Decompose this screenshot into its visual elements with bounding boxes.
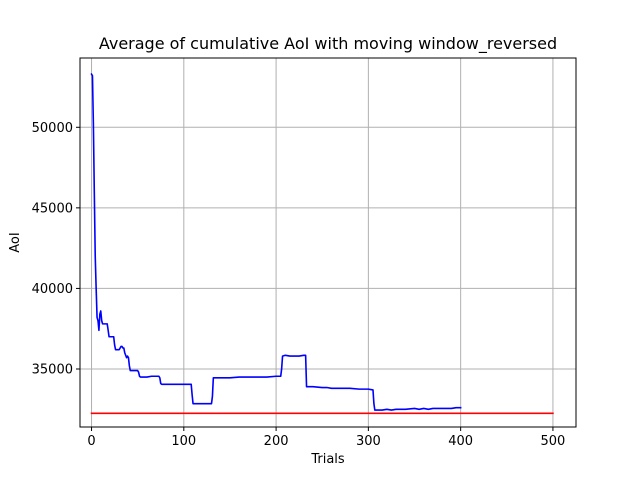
x-axis-title: Trials: [310, 452, 345, 467]
y-tick-label: 50000: [32, 121, 73, 136]
chart-title: Average of cumulative AoI with moving wi…: [99, 34, 557, 54]
x-tick-label: 400: [448, 434, 473, 449]
ticks: 0 100 200 300 400 500 35000 40000 45000 50000: [32, 121, 566, 449]
y-tick-label: 40000: [32, 282, 73, 297]
x-tick-label: 300: [356, 434, 381, 449]
x-tick-label: 200: [264, 434, 289, 449]
y-tick-label: 45000: [32, 201, 73, 216]
x-tick-label: 500: [541, 434, 566, 449]
y-axis-title: AoI: [8, 232, 23, 252]
x-tick-label: 0: [87, 434, 95, 449]
series-layer: [90, 73, 554, 415]
series-line-1: [90, 73, 462, 411]
y-tick-label: 35000: [32, 362, 73, 377]
x-tick-label: 100: [171, 434, 196, 449]
plot-area-frame: [79, 57, 577, 428]
grid: [80, 58, 576, 427]
